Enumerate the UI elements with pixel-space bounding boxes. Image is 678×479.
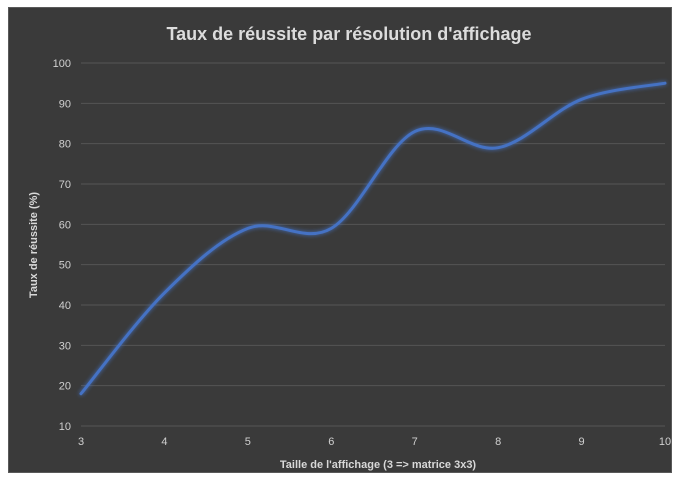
- y-tick-label: 20: [59, 381, 71, 393]
- x-tick-label: 9: [579, 436, 585, 448]
- y-tick-label: 10: [59, 421, 71, 433]
- series-line-0: [79, 81, 667, 396]
- line-chart: Taux de réussite par résolution d'affich…: [28, 24, 671, 471]
- series-layer: [79, 81, 667, 396]
- x-tick-label: 7: [412, 436, 418, 448]
- x-tick-label: 5: [245, 436, 251, 448]
- chart-title: Taux de réussite par résolution d'affich…: [166, 24, 531, 44]
- x-tick-label: 4: [161, 436, 167, 448]
- x-axis-title: Taille de l'affichage (3 => matrice 3x3): [280, 459, 477, 471]
- y-tick-label: 90: [59, 98, 71, 110]
- y-tick-label: 100: [53, 58, 71, 70]
- y-axis-title: Taux de réussite (%): [28, 192, 40, 298]
- x-tick-label: 3: [78, 436, 84, 448]
- y-tick-label: 30: [59, 340, 71, 352]
- y-tick-label: 50: [59, 260, 71, 272]
- y-axis-ticks: 10 20 30 40 50 60 70 80 90 100: [53, 58, 71, 433]
- y-tick-label: 70: [59, 179, 71, 191]
- y-tick-label: 80: [59, 139, 71, 151]
- x-tick-label: 8: [495, 436, 501, 448]
- y-tick-label: 40: [59, 300, 71, 312]
- x-tick-label: 6: [328, 436, 334, 448]
- chart-area: Taux de réussite par résolution d'affich…: [8, 7, 672, 473]
- x-tick-label: 10: [659, 436, 671, 448]
- x-axis-ticks: 3 4 5 6 7 8 9 10: [78, 436, 671, 448]
- y-tick-label: 60: [59, 219, 71, 231]
- gridlines: [81, 62, 665, 427]
